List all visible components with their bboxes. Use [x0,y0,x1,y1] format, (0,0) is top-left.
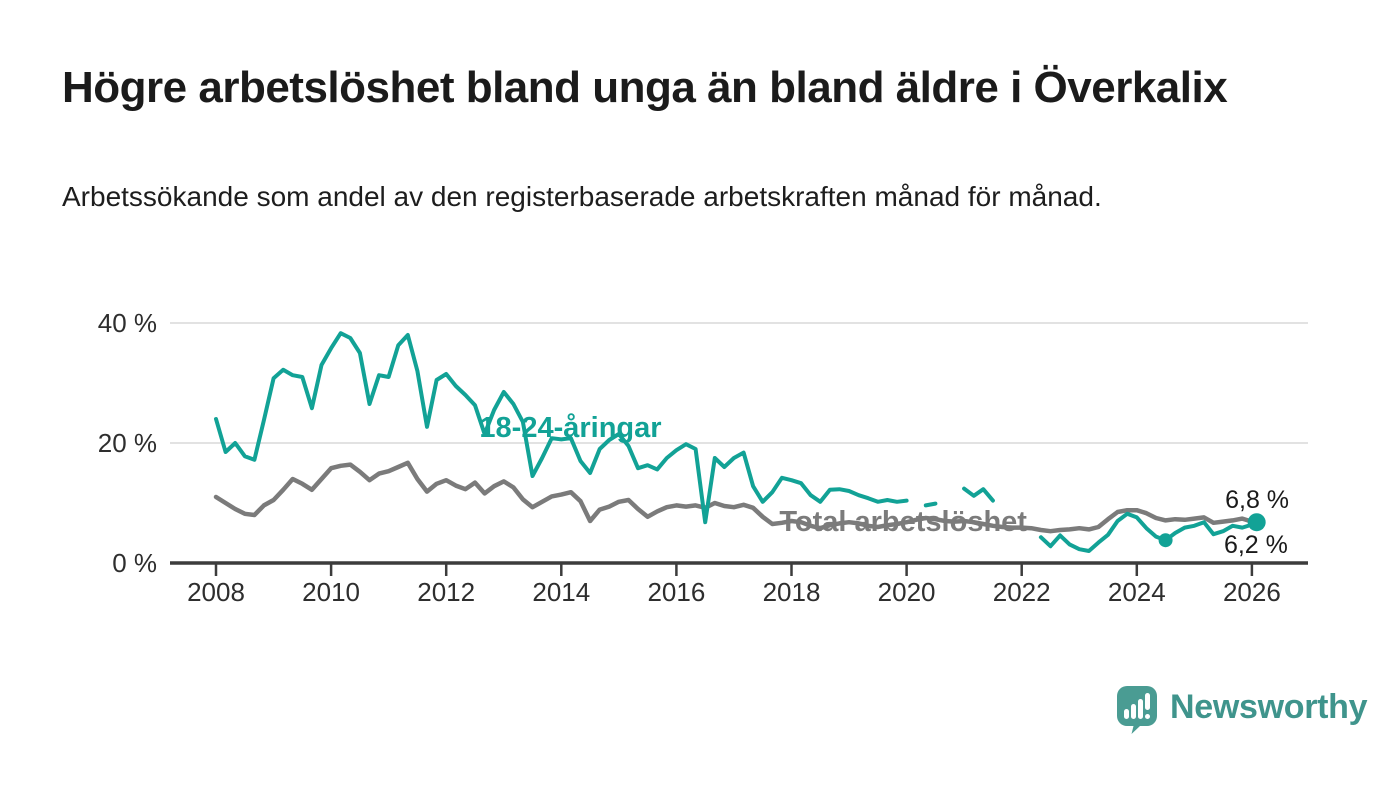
line-youth-unemployment [214,331,1259,553]
chart-subtitle: Arbetssökande som andel av den registerb… [62,181,1102,212]
x-tick-label: 2010 [302,577,360,607]
x-tick-label: 2008 [187,577,245,607]
x-tick-label: 2016 [647,577,705,607]
x-tick-label: 2024 [1108,577,1166,607]
x-tick-label: 2014 [532,577,590,607]
x-tick-label: 2020 [878,577,936,607]
y-tick-label: 20 % [98,428,157,458]
y-tick-label: 0 % [112,548,157,578]
x-tick-label: 2012 [417,577,475,607]
x-tick-label: 2026 [1223,577,1281,607]
line-total-unemployment [213,460,1264,534]
newsworthy-bubble-chart-icon [1117,686,1157,734]
y-tick-label: 40 % [98,308,157,338]
newsworthy-logo[interactable]: Newsworthy [1117,686,1368,734]
latest-value-label: 6,2 % [1224,531,1288,559]
series-label: Total arbetslöshet [779,506,1027,538]
newsworthy-wordmark: Newsworthy [1170,688,1368,726]
x-tick-label: 2018 [763,577,821,607]
chart-title: Högre arbetslöshet bland unga än bland ä… [62,63,1228,112]
x-tick-label: 2022 [993,577,1051,607]
series-label: 18-24-åringar [479,412,661,444]
data-point-marker [1158,533,1173,548]
latest-value-label: 6,8 % [1225,486,1289,514]
data-point-marker [1247,513,1266,532]
